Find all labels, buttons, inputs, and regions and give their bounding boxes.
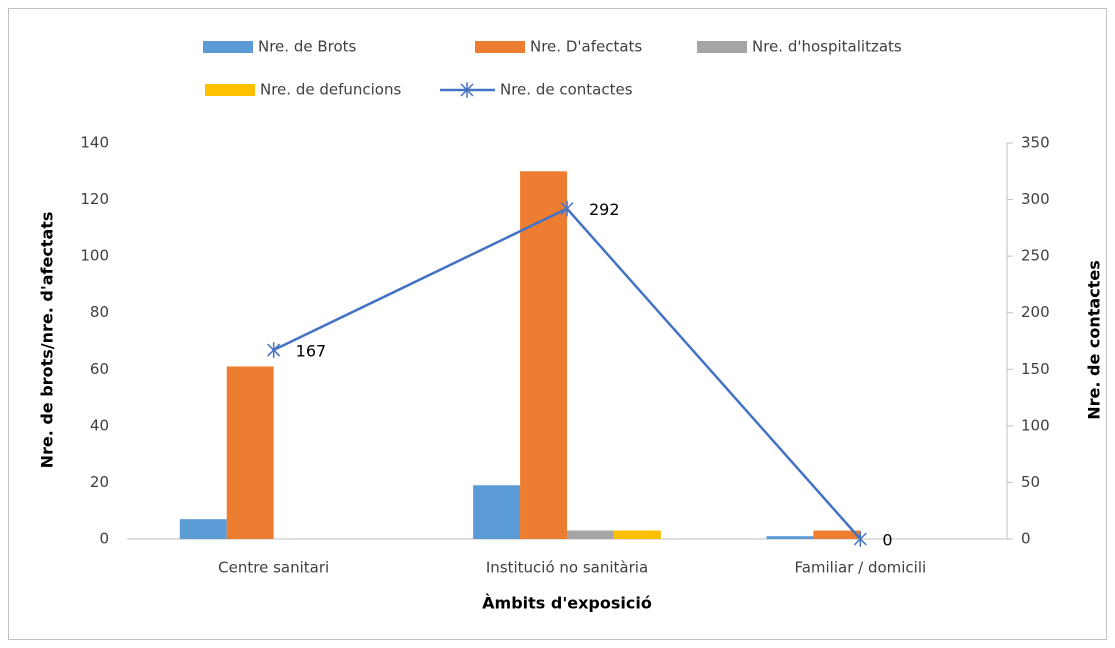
line-marker (853, 531, 867, 547)
bar (473, 485, 521, 539)
legend-label: Nre. D'afectats (530, 38, 642, 56)
y-tick-label: 20 (90, 473, 109, 491)
y-tick-label: 120 (80, 190, 109, 208)
data-label: 167 (296, 342, 327, 361)
x-tick-label: Familiar / domicili (794, 559, 926, 577)
y-axis-title: Nre. de brots/nre. d'afectats (38, 212, 57, 469)
line-marker (267, 342, 281, 358)
y-tick-label: 0 (99, 530, 109, 548)
x-axis-title: Àmbits d'exposició (482, 594, 652, 613)
y-tick-label: 140 (80, 134, 109, 152)
legend-label: Nre. de contactes (500, 81, 633, 99)
y-tick-label: 80 (90, 303, 109, 321)
legend-marker (460, 82, 474, 98)
data-label: 0 (882, 531, 892, 550)
legend-label: Nre. de defuncions (260, 81, 401, 99)
y2-tick-label: 350 (1021, 134, 1050, 152)
bar (766, 536, 814, 539)
y2-tick-label: 50 (1021, 473, 1040, 491)
y2-tick-label: 0 (1021, 530, 1031, 548)
y-tick-label: 40 (90, 416, 109, 434)
y2-tick-label: 250 (1021, 247, 1050, 265)
x-tick-label: Centre sanitari (218, 559, 329, 577)
x-tick-label: Institució no sanitària (486, 559, 648, 577)
y2-tick-label: 100 (1021, 416, 1050, 434)
y2-tick-label: 300 (1021, 190, 1050, 208)
y-tick-label: 100 (80, 247, 109, 265)
legend-swatch (475, 41, 525, 53)
bar (567, 530, 614, 539)
line-marker (560, 200, 574, 217)
y2-axis-title: Nre. de contactes (1085, 260, 1104, 419)
bar (813, 530, 861, 539)
legend-label: Nre. de Brots (258, 38, 357, 56)
bar (179, 519, 227, 539)
legend-label: Nre. d'hospitalitzats (752, 38, 902, 56)
y-tick-label: 60 (90, 360, 109, 378)
legend-swatch (205, 84, 255, 96)
data-label: 292 (589, 200, 620, 219)
y2-tick-label: 200 (1021, 303, 1050, 321)
bar (226, 366, 274, 539)
bar (613, 530, 661, 539)
legend-swatch (697, 41, 747, 53)
y2-tick-label: 150 (1021, 360, 1050, 378)
legend-swatch (203, 41, 253, 53)
bar (520, 171, 567, 540)
